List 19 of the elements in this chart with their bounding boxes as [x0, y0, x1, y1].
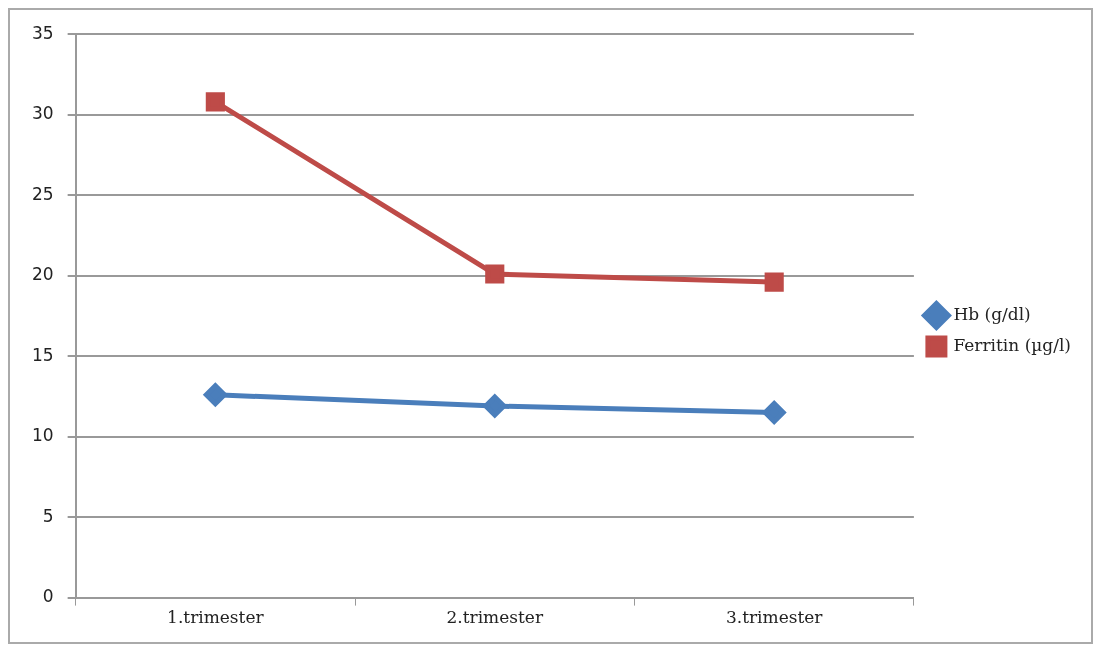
x-tick-label: 3.trimester — [725, 607, 824, 628]
point — [762, 400, 786, 424]
y-tick-label: 0 — [42, 586, 54, 607]
y-tick-label: 15 — [31, 344, 54, 365]
y-tick-label: 5 — [42, 505, 54, 526]
x-tick-label: 2.trimester — [446, 607, 544, 628]
point — [203, 383, 227, 407]
point — [764, 272, 784, 292]
point — [205, 92, 225, 112]
y-tick-label: 20 — [31, 264, 54, 285]
x-tick-label: 1.trimester — [167, 607, 265, 628]
legend-label: Ferritin (µg/l) — [953, 334, 1072, 355]
y-tick-label: 25 — [31, 183, 54, 204]
y-tick-label: 10 — [31, 425, 54, 446]
point — [485, 264, 505, 284]
y-tick-label: 30 — [31, 103, 54, 124]
legend-label: Hb (g/dl) — [953, 303, 1031, 324]
y-tick-label: 35 — [31, 22, 54, 43]
point — [483, 394, 507, 418]
